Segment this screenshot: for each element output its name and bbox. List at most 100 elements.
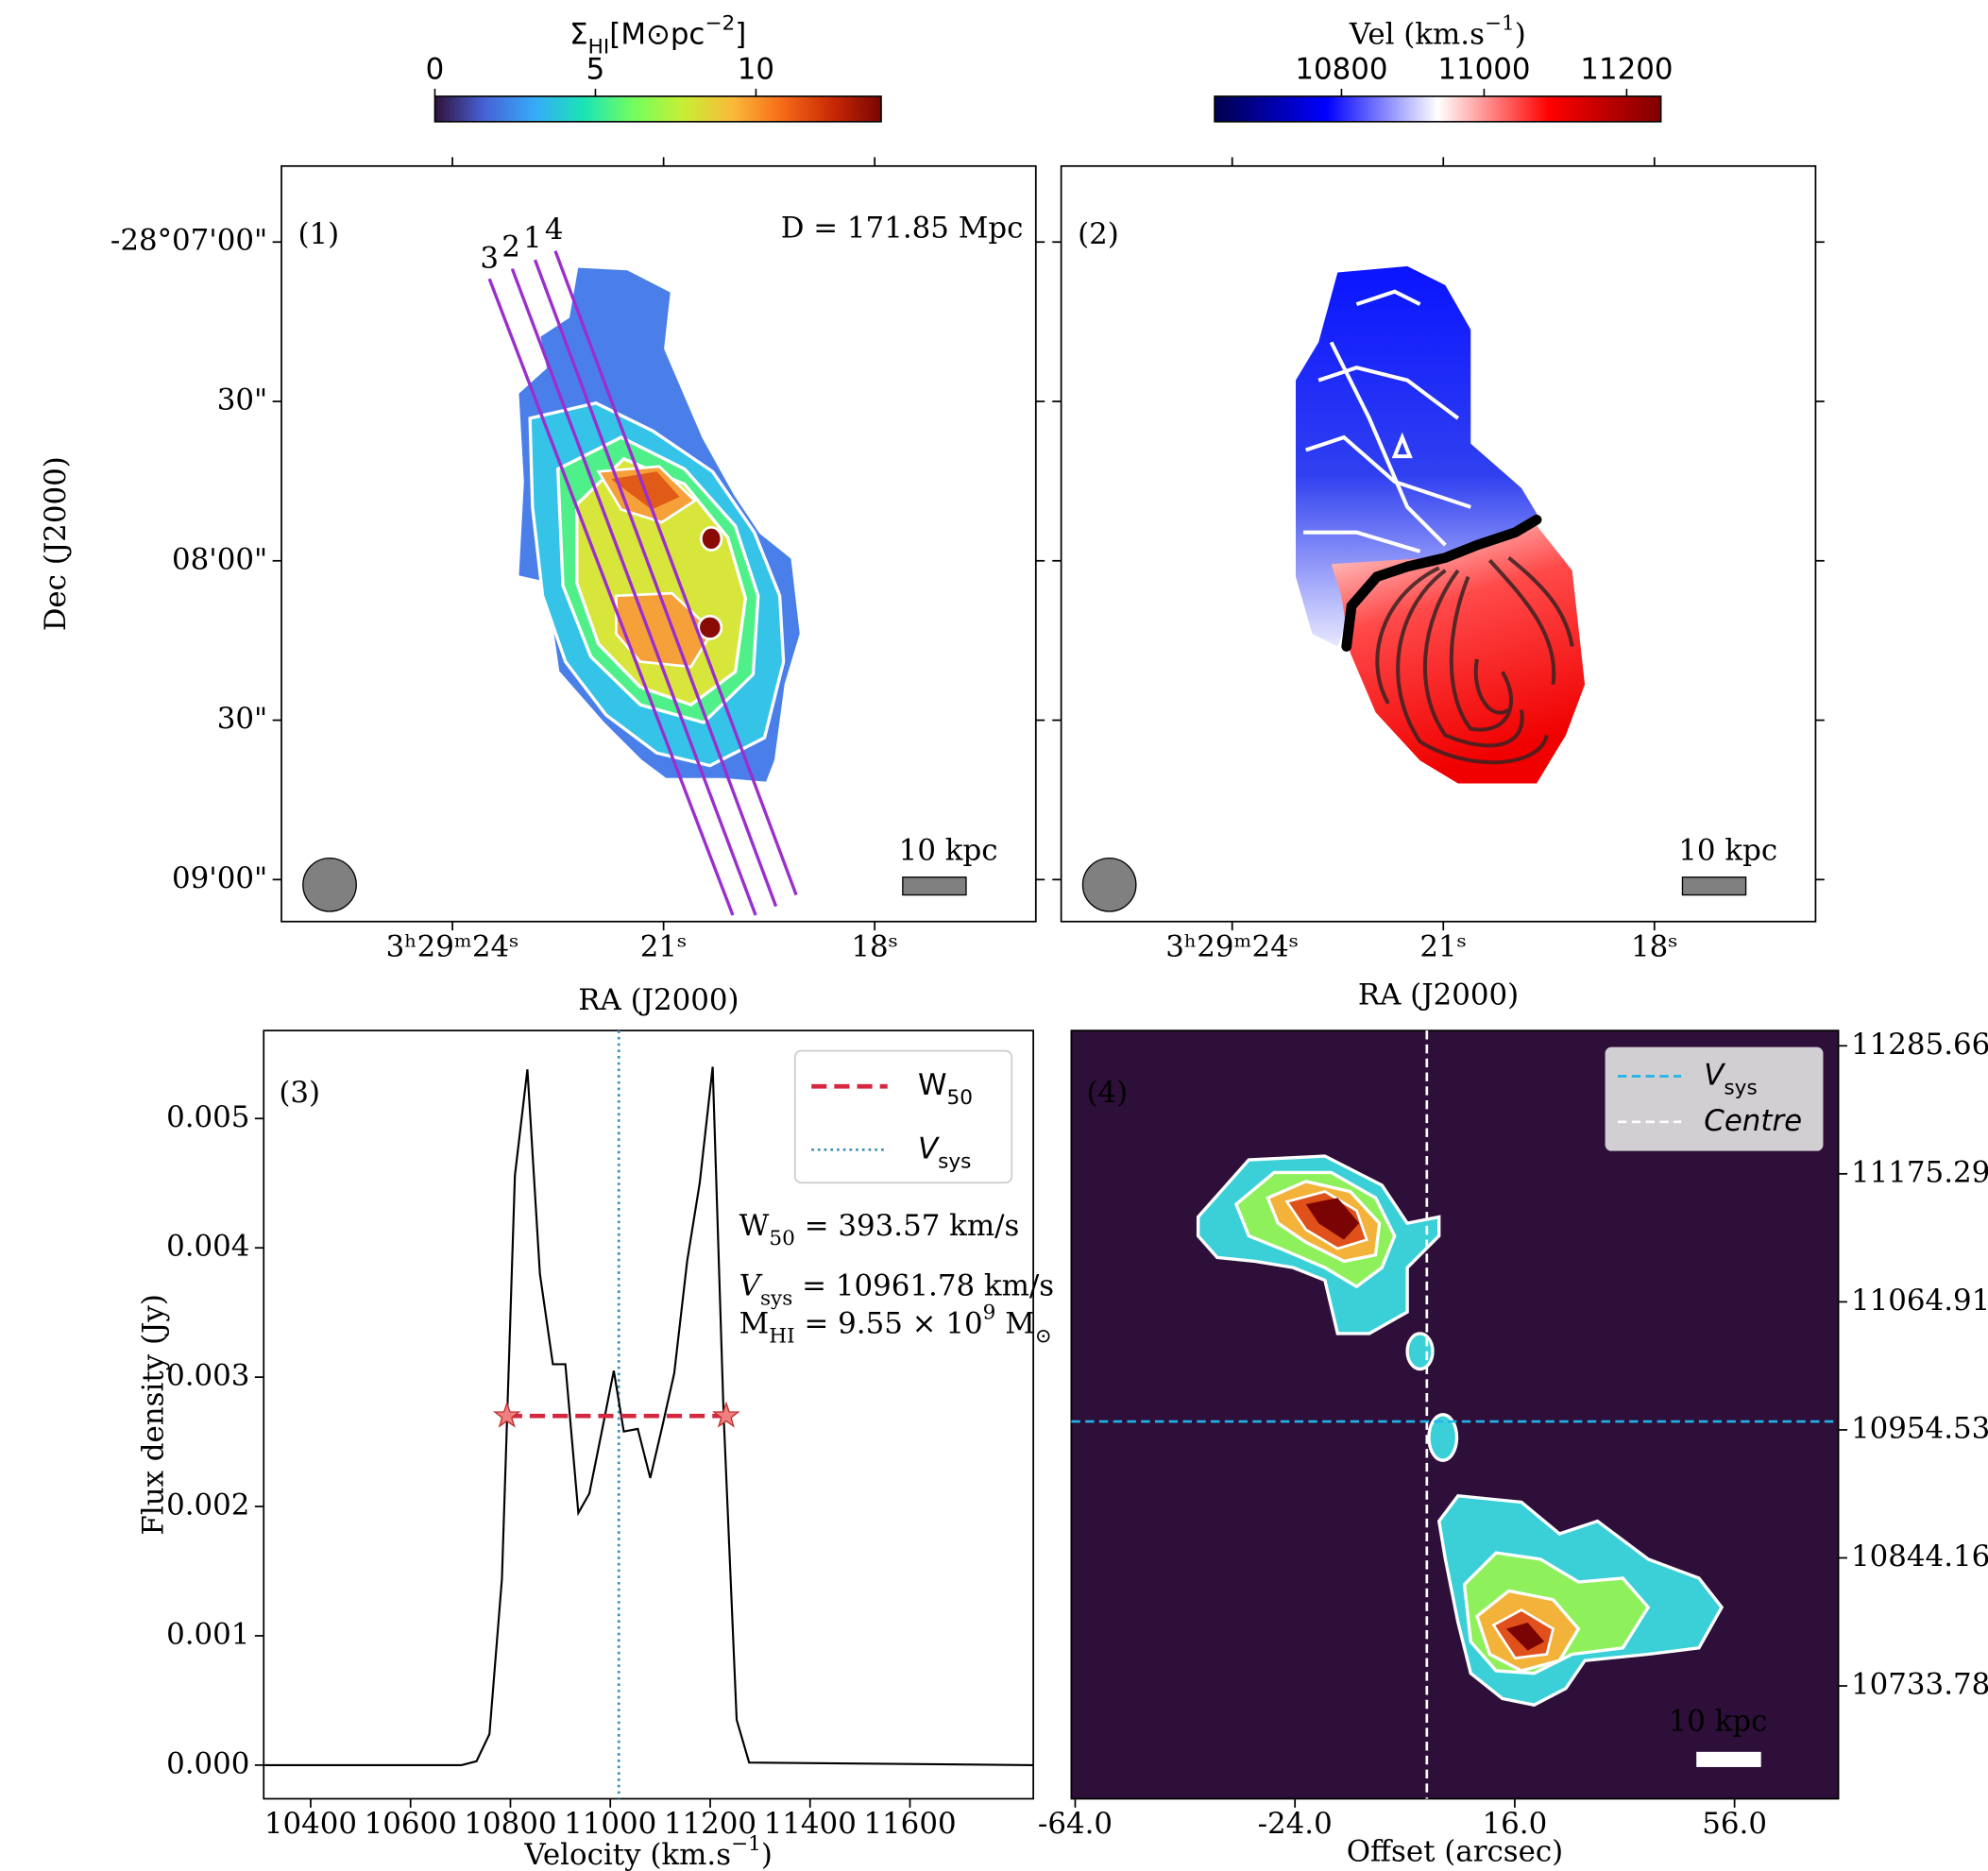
text-part: Σ (569, 17, 588, 51)
text-part: Velocity (km.s (523, 1837, 731, 1871)
y-tick-label: 10954.53 (1851, 1411, 1988, 1445)
colorbar (433, 95, 882, 123)
x-tick-label: 11400 (764, 1807, 857, 1841)
panel-label: (2) (1078, 217, 1119, 251)
x-tick-label: 3ʰ29ᵐ24ˢ (1165, 929, 1299, 963)
text-part: V (1704, 1058, 1725, 1092)
colorbar-label: ΣHI[M⊙pc−2] (569, 11, 746, 59)
legend-label: W50 (918, 1068, 973, 1110)
text-part: ) (761, 1837, 773, 1871)
text-part: = 393.57 km/s (795, 1209, 1019, 1243)
y-tick-label: 0.000 (166, 1746, 249, 1780)
pv-background (1071, 1030, 1839, 1799)
x-tick-label: 21ˢ (1419, 929, 1467, 963)
text-part: 50 (769, 1227, 795, 1250)
y-tick-label: 11064.91 (1851, 1284, 1988, 1318)
text-part: ) (1515, 17, 1526, 51)
text-part: ] (735, 17, 746, 51)
hi-map (302, 250, 967, 916)
y-tick-label: 10844.16 (1851, 1539, 1988, 1573)
map-peak (700, 525, 723, 552)
distance-label: D = 171.85 Mpc (781, 211, 1024, 245)
panel-label: (3) (279, 1076, 320, 1110)
x-tick-label: 10600 (365, 1807, 457, 1841)
pv-level (1505, 1622, 1545, 1651)
text-part: M (995, 1306, 1034, 1340)
scale-bar (1696, 1751, 1761, 1767)
text-part: HI (588, 35, 610, 59)
text-part: Vel (km.s (1349, 17, 1485, 51)
x-tick-label: 10400 (264, 1807, 357, 1841)
colorbar-tick-label: 10800 (1295, 53, 1387, 87)
x-tick-label: -24.0 (1258, 1807, 1333, 1841)
y-axis-label: Dec (J2000) (39, 456, 73, 631)
x-tick-label: 21ˢ (640, 929, 688, 963)
w50-marker (493, 1401, 521, 1428)
beam (1081, 857, 1137, 912)
stat-annotation: Vsys = 10961.78 km/s (739, 1268, 1054, 1310)
plot-frame (280, 164, 1037, 923)
x-tick-label: 10800 (464, 1807, 556, 1841)
y-tick-label: 30" (217, 702, 267, 736)
y-tick-label: 0.001 (166, 1617, 249, 1651)
x-axis-label: Velocity (km.s−1) (523, 1831, 773, 1871)
text-part: −2 (705, 11, 735, 35)
text-part: −1 (1485, 11, 1515, 35)
x-axis-label: RA (J2000) (578, 983, 739, 1017)
x-tick-label: 11200 (664, 1807, 756, 1841)
y-axis-label: Flux density (Jy) (136, 1294, 170, 1535)
map-peak (697, 614, 723, 640)
legend-box (1605, 1046, 1824, 1151)
text-part: HI (769, 1324, 794, 1348)
plot-frame (263, 1029, 1034, 1800)
y-tick-label: 0.004 (166, 1230, 249, 1264)
scale-bar (902, 876, 967, 896)
colorbar-tick-label: 11000 (1437, 53, 1530, 87)
x-axis-label: Offset (arcsec) (1347, 1835, 1563, 1869)
text-part: sys (1724, 1076, 1757, 1099)
legend-label: Vsys (918, 1131, 971, 1173)
y-tick-label: 11175.29 (1851, 1155, 1988, 1189)
colorbar-label: Vel (km.s−1) (1349, 11, 1526, 51)
colorbar-tick-label: 10 (738, 53, 774, 87)
colorbar-tick-label: 0 (426, 53, 445, 87)
x-axis-label: RA (J2000) (1358, 978, 1519, 1012)
panel-label: (1) (297, 217, 339, 251)
stat-annotation: MHI = 9.55 × 109 M⊙ (739, 1301, 1052, 1348)
y-tick-label: -28°07'00" (110, 224, 267, 258)
panel-label: (4) (1087, 1076, 1129, 1110)
legend-box (793, 1049, 1013, 1184)
contours (1375, 555, 1574, 765)
slit-label: 1 (523, 221, 542, 255)
y-tick-label: 0.003 (166, 1359, 249, 1393)
x-tick-label: -64.0 (1038, 1807, 1113, 1841)
pv-level (1427, 1413, 1459, 1462)
x-tick-label: 16.0 (1483, 1807, 1548, 1841)
y-tick-label: 09'00" (172, 861, 267, 895)
text-part: sys (938, 1149, 971, 1173)
colorbar-tick-label: 11200 (1580, 53, 1673, 87)
y-tick-label: 11285.66 (1851, 1028, 1988, 1062)
text-part: W (739, 1209, 770, 1243)
x-tick-label: 56.0 (1702, 1807, 1767, 1841)
text-part: 9 (983, 1301, 996, 1324)
legend-label: Centre (1704, 1103, 1802, 1137)
text-part: ⊙ (1035, 1324, 1052, 1348)
x-tick-label: 11000 (564, 1807, 656, 1841)
text-part: V (918, 1131, 940, 1165)
slits (487, 250, 798, 916)
y-tick-label: 08'00" (172, 542, 267, 576)
beam (302, 857, 357, 912)
colorbar-tick-label: 5 (586, 53, 605, 87)
plot-frame (1060, 164, 1817, 923)
systemic-contour (1341, 514, 1542, 652)
contours (1303, 289, 1471, 553)
spectrum-line (263, 1066, 1034, 1766)
text-part: sys (760, 1286, 792, 1310)
x-tick-label: 3ʰ29ᵐ24ˢ (386, 929, 519, 963)
scale-bar (1681, 876, 1747, 896)
pv-background-layer (1071, 1030, 1839, 1799)
w50-marker (712, 1401, 740, 1428)
